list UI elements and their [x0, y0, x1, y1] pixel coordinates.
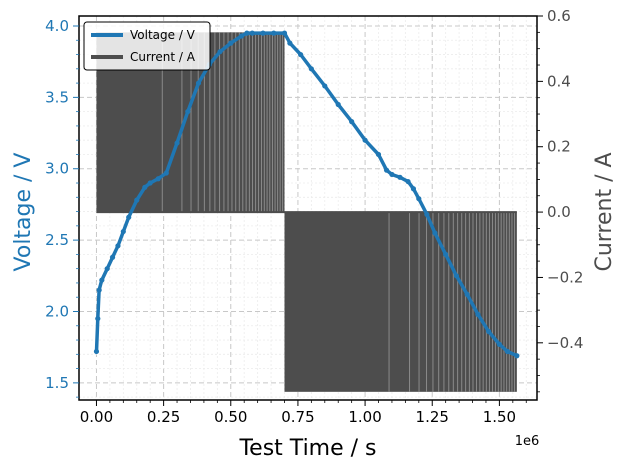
voltage-point [174, 140, 180, 146]
voltage-point [416, 196, 422, 202]
voltage-point [349, 119, 355, 125]
voltage-point [410, 186, 417, 192]
voltage-point [134, 197, 140, 203]
voltage-point [238, 33, 245, 39]
left-tick-label: 3.5 [45, 88, 69, 106]
x-tick-label: 1.25 [416, 408, 449, 426]
voltage-point [405, 178, 411, 185]
voltage-point [249, 30, 255, 36]
voltage-point [109, 254, 116, 260]
voltage-point [195, 80, 202, 86]
x-axis-label: Test Time / s [238, 436, 376, 461]
voltage-point [432, 230, 438, 236]
voltage-point [475, 311, 481, 317]
voltage-point [424, 211, 430, 218]
left-tick-label: 3.0 [45, 160, 69, 178]
voltage-point [486, 328, 492, 335]
right-tick-label: −0.2 [547, 268, 583, 286]
voltage-point [260, 30, 266, 36]
voltage-point [228, 40, 234, 46]
legend-current-label: Current / A [130, 50, 196, 64]
voltage-point [271, 30, 277, 36]
x-tick-label: 0.75 [281, 408, 314, 426]
x-tick-label: 1.50 [483, 408, 516, 426]
voltage-point [142, 184, 148, 190]
voltage-point [322, 83, 328, 89]
voltage-point [335, 101, 341, 108]
axes: 0.00 0.25 0.50 0.75 1.00 1.25 1.50 1.5 2.0 2.5 3.0… [45, 7, 583, 426]
voltage-point [155, 176, 161, 182]
left-axis-label: Voltage / V [11, 153, 36, 272]
right-tick-label: 0.6 [547, 7, 571, 25]
voltage-point [244, 30, 250, 36]
x-axis-multiplier: 1e6 [515, 434, 540, 449]
right-tick-label: 0.0 [547, 203, 571, 221]
voltage-point [397, 174, 403, 180]
voltage-point [217, 49, 223, 55]
voltage-point [147, 180, 153, 186]
left-tick-label: 2.0 [45, 302, 69, 320]
voltage-point [362, 137, 368, 143]
voltage-point [95, 316, 101, 322]
x-tick-label: 0.00 [80, 408, 113, 426]
voltage-point [115, 243, 121, 249]
voltage-point [443, 251, 449, 257]
x-tick-label: 1.00 [348, 408, 381, 426]
right-tick-label: 0.4 [547, 72, 571, 90]
discharge-pulse-band [284, 212, 517, 392]
voltage-point [375, 151, 382, 158]
voltage-point [93, 348, 100, 355]
legend-voltage-label: Voltage / V [130, 28, 196, 42]
x-tick-label: 0.50 [214, 408, 247, 426]
x-tick-label: 0.25 [147, 408, 180, 426]
plot-frame [78, 15, 538, 401]
voltage-point [104, 266, 110, 272]
voltage-point [281, 30, 288, 36]
right-axis-label: Current / A [592, 152, 617, 271]
legend: Voltage / V Current / A [83, 21, 211, 71]
voltage-point [464, 291, 470, 297]
voltage-point [298, 51, 304, 58]
voltage-point [308, 66, 314, 72]
voltage-point [126, 214, 132, 220]
right-tick-label: −0.4 [547, 334, 583, 352]
voltage-point [383, 167, 390, 173]
voltage-point [514, 353, 520, 359]
voltage-point [496, 341, 502, 347]
voltage-point [389, 171, 395, 178]
voltage-point [163, 170, 169, 176]
voltage-line [94, 31, 518, 358]
left-tick-label: 1.5 [45, 374, 69, 392]
voltage-point [99, 277, 105, 283]
left-tick-label: 2.5 [45, 231, 69, 249]
voltage-point [504, 348, 511, 355]
voltage-point [185, 109, 191, 115]
voltage-point [287, 40, 293, 46]
current-series [96, 32, 517, 392]
voltage-point [120, 228, 126, 235]
left-tick-label: 4.0 [45, 17, 69, 35]
voltage-point [96, 287, 102, 293]
right-tick-label: 0.2 [547, 138, 571, 156]
voltage-point [453, 273, 460, 279]
